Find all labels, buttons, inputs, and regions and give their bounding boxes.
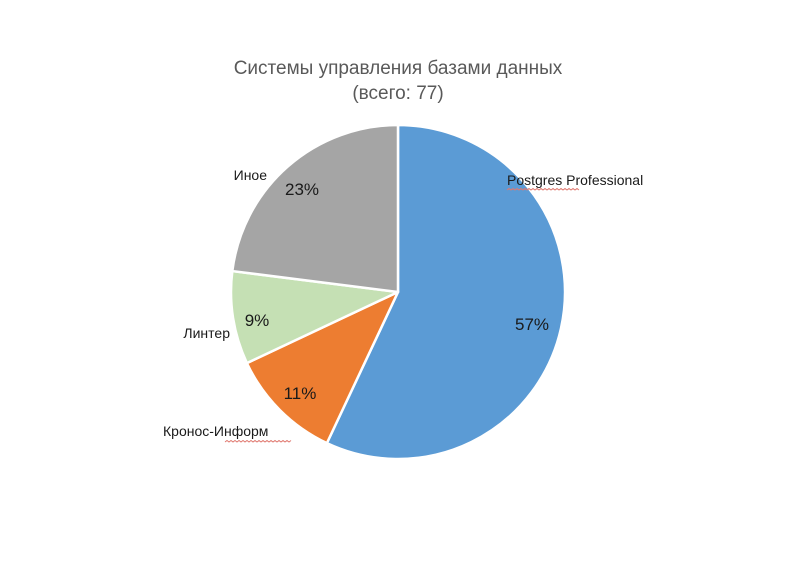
slice-percent-label: 57% — [515, 315, 549, 334]
slice-percent-label: 11% — [284, 384, 317, 403]
spellcheck-underline — [506, 187, 580, 191]
slice-category-label: Линтер — [183, 325, 230, 341]
chart-title: Системы управления базами данных — [234, 58, 563, 79]
pie-labels: 57% Postgres Professional 11% Кронос-Информ… — [163, 167, 643, 443]
pie-slice — [325, 123, 567, 461]
chart-subtitle: (всего: 77) — [352, 83, 443, 104]
slice-category-label: Кронос-Информ — [163, 423, 268, 439]
pie-slice — [245, 290, 400, 445]
slice-percent-label: 9% — [245, 311, 270, 330]
slice-category-label: Postgres Professional — [507, 172, 643, 188]
pie-slices — [229, 123, 567, 461]
pie-slice — [229, 269, 400, 365]
spellcheck-underline — [224, 439, 292, 443]
pie-slice — [231, 123, 400, 294]
slice-percent-label: 23% — [285, 180, 319, 199]
slice-category-label: Иное — [234, 167, 268, 183]
